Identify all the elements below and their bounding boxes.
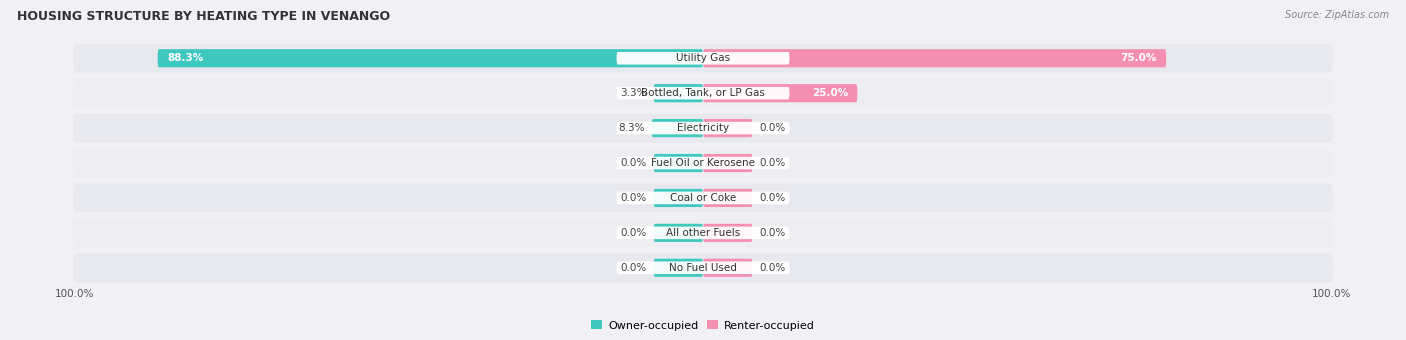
Text: Bottled, Tank, or LP Gas: Bottled, Tank, or LP Gas — [641, 88, 765, 98]
FancyBboxPatch shape — [617, 226, 789, 239]
Text: Utility Gas: Utility Gas — [676, 53, 730, 63]
FancyBboxPatch shape — [73, 79, 1333, 107]
FancyBboxPatch shape — [703, 189, 752, 207]
Text: 0.0%: 0.0% — [620, 228, 647, 238]
Text: 0.0%: 0.0% — [759, 263, 786, 273]
Text: 0.0%: 0.0% — [620, 263, 647, 273]
FancyBboxPatch shape — [703, 49, 1166, 67]
FancyBboxPatch shape — [73, 114, 1333, 142]
FancyBboxPatch shape — [617, 157, 789, 169]
FancyBboxPatch shape — [654, 224, 703, 242]
FancyBboxPatch shape — [617, 87, 789, 100]
Text: All other Fuels: All other Fuels — [666, 228, 740, 238]
Text: 0.0%: 0.0% — [759, 228, 786, 238]
Text: HOUSING STRUCTURE BY HEATING TYPE IN VENANGO: HOUSING STRUCTURE BY HEATING TYPE IN VEN… — [17, 10, 389, 23]
Text: No Fuel Used: No Fuel Used — [669, 263, 737, 273]
FancyBboxPatch shape — [654, 259, 703, 277]
Text: 25.0%: 25.0% — [811, 88, 848, 98]
Text: 88.3%: 88.3% — [167, 53, 204, 63]
FancyBboxPatch shape — [654, 84, 703, 102]
FancyBboxPatch shape — [73, 149, 1333, 177]
FancyBboxPatch shape — [73, 184, 1333, 212]
FancyBboxPatch shape — [703, 259, 752, 277]
Text: Electricity: Electricity — [676, 123, 730, 133]
Text: 3.3%: 3.3% — [620, 88, 647, 98]
FancyBboxPatch shape — [703, 224, 752, 242]
Text: Coal or Coke: Coal or Coke — [669, 193, 737, 203]
Text: Source: ZipAtlas.com: Source: ZipAtlas.com — [1285, 10, 1389, 20]
FancyBboxPatch shape — [617, 192, 789, 204]
FancyBboxPatch shape — [703, 154, 752, 172]
FancyBboxPatch shape — [73, 219, 1333, 247]
FancyBboxPatch shape — [654, 189, 703, 207]
FancyBboxPatch shape — [654, 154, 703, 172]
FancyBboxPatch shape — [617, 122, 789, 134]
FancyBboxPatch shape — [703, 84, 858, 102]
Text: 0.0%: 0.0% — [759, 193, 786, 203]
Text: 0.0%: 0.0% — [759, 158, 786, 168]
FancyBboxPatch shape — [73, 44, 1333, 72]
FancyBboxPatch shape — [157, 49, 703, 67]
Text: 8.3%: 8.3% — [617, 123, 644, 133]
FancyBboxPatch shape — [703, 119, 752, 137]
Legend: Owner-occupied, Renter-occupied: Owner-occupied, Renter-occupied — [586, 316, 820, 335]
Text: Fuel Oil or Kerosene: Fuel Oil or Kerosene — [651, 158, 755, 168]
FancyBboxPatch shape — [617, 261, 789, 274]
FancyBboxPatch shape — [73, 253, 1333, 282]
FancyBboxPatch shape — [652, 119, 703, 137]
Text: 75.0%: 75.0% — [1121, 53, 1157, 63]
FancyBboxPatch shape — [617, 52, 789, 65]
Text: 0.0%: 0.0% — [620, 193, 647, 203]
Text: 0.0%: 0.0% — [759, 123, 786, 133]
Text: 100.0%: 100.0% — [1312, 289, 1351, 299]
Text: 100.0%: 100.0% — [55, 289, 94, 299]
Text: 0.0%: 0.0% — [620, 158, 647, 168]
